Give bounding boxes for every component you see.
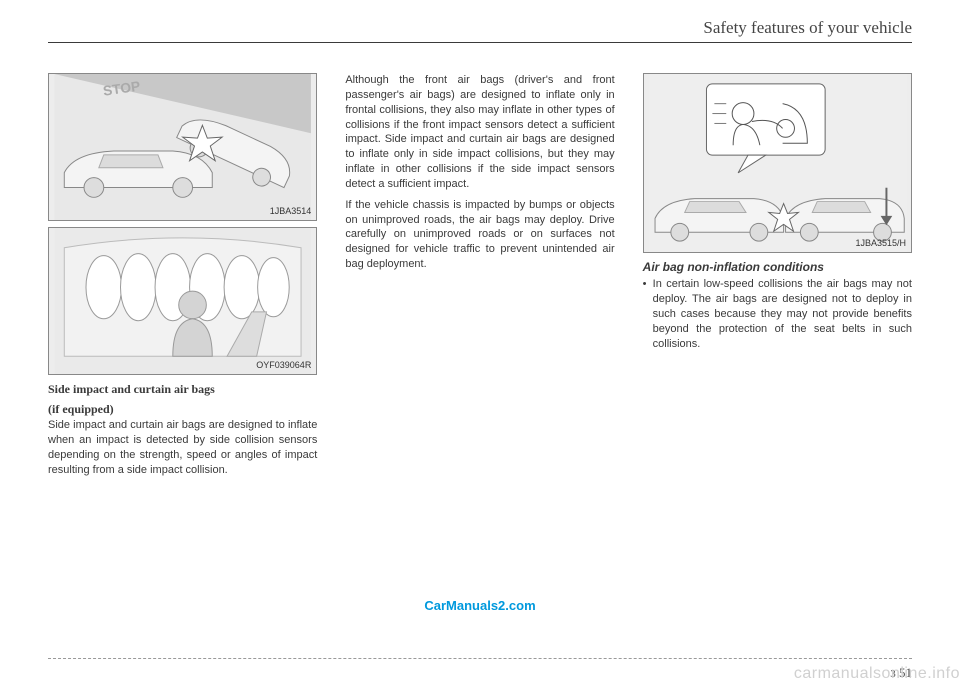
header-rule [48, 42, 912, 43]
non-inflation-heading: Air bag non-inflation conditions [643, 259, 912, 275]
curtain-airbag-illustration [49, 228, 316, 374]
figure-label: OYF039064R [256, 359, 311, 371]
figure-side-impact-collision: STOP [48, 73, 317, 221]
side-collision-illustration: STOP [49, 74, 316, 220]
page-header: Safety features of your vehicle [48, 18, 912, 42]
page-footer: 3 51 [48, 658, 912, 659]
paragraph-2: If the vehicle chassis is impacted by bu… [345, 198, 614, 272]
figure-label: 1JBA3514 [270, 205, 312, 217]
paragraph-1: Although the front air bags (driver's an… [345, 73, 614, 192]
watermark-carmanuals2: CarManuals2.com [424, 598, 535, 613]
side-impact-heading: Side impact and curtain air bags [48, 381, 317, 397]
bullet-text: In certain low-speed collisions the air … [653, 277, 912, 351]
bullet-marker: • [643, 277, 653, 351]
content-columns: STOP [48, 73, 912, 484]
manual-page: Safety features of your vehicle STOP [0, 0, 960, 689]
side-impact-subheading: (if equipped) [48, 401, 317, 417]
column-3: 1JBA3515/H Air bag non-inflation conditi… [643, 73, 912, 484]
bullet-item: • In certain low-speed collisions the ai… [643, 277, 912, 351]
figure-curtain-airbags: OYF039064R [48, 227, 317, 375]
column-2: Although the front air bags (driver's an… [345, 73, 614, 484]
rear-collision-illustration [644, 74, 911, 252]
figure-rear-collision: 1JBA3515/H [643, 73, 912, 253]
column-1: STOP [48, 73, 317, 484]
side-impact-body: Side impact and curtain air bags are des… [48, 418, 317, 477]
figure-label: 1JBA3515/H [855, 237, 906, 249]
watermark-carmanualsonline: carmanualsonline.info [794, 665, 960, 683]
